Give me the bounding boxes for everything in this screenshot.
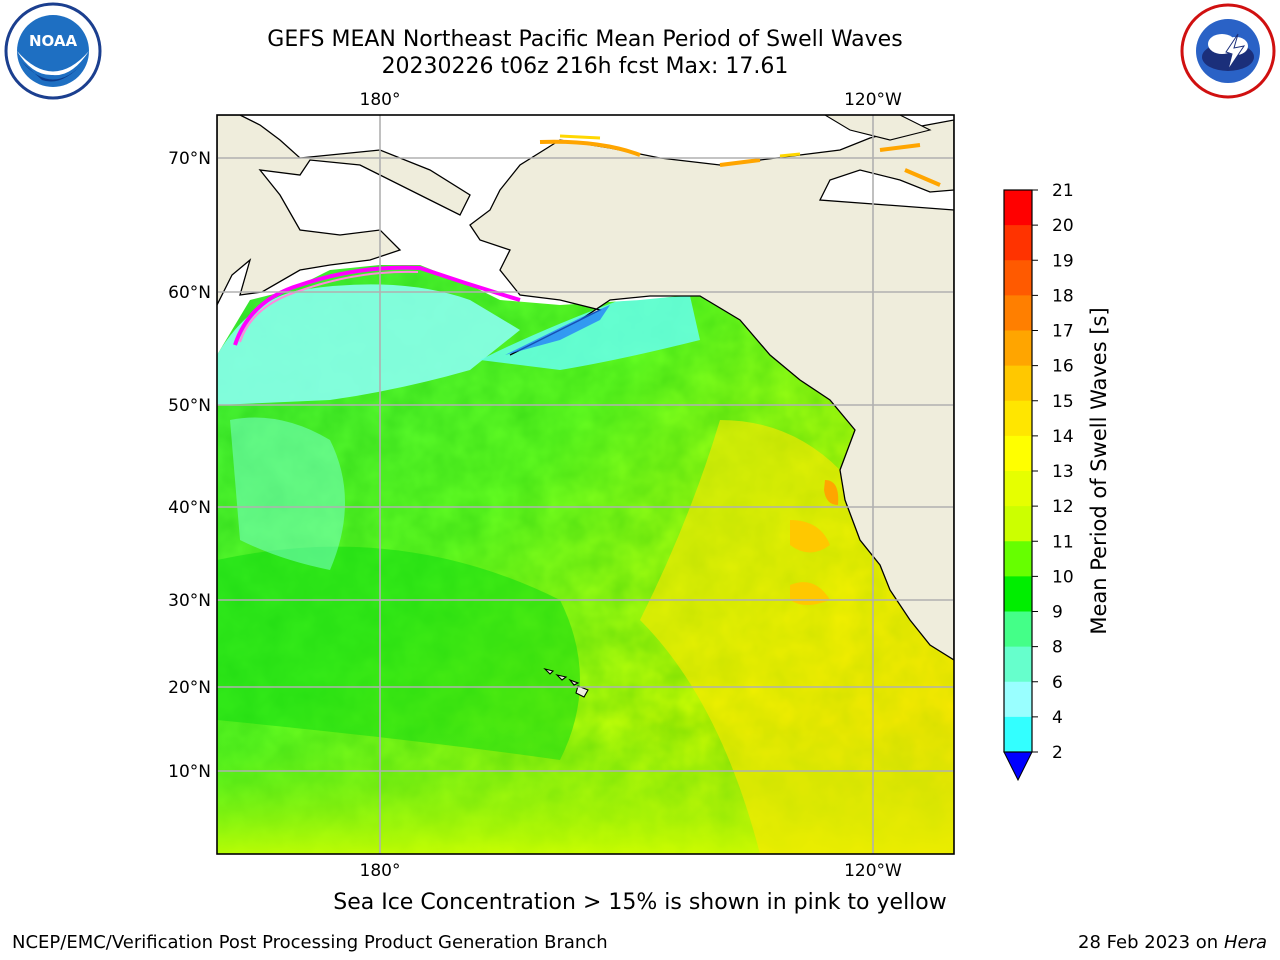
- colorbar-segment: [1004, 365, 1032, 402]
- colorbar-tick-label: 13: [1052, 462, 1074, 482]
- colorbar-segment: [1004, 400, 1032, 437]
- colorbar-tick-label: 15: [1052, 392, 1074, 412]
- noaa-logo: NOAA: [4, 2, 102, 100]
- land-hawaii: [543, 667, 589, 698]
- footer-machine: Hera: [1223, 932, 1267, 953]
- colorbar-tick-label: 8: [1052, 638, 1063, 658]
- lat-label-70n: 70°N: [168, 149, 211, 169]
- colorbar-tick-label: 11: [1052, 532, 1074, 552]
- lon-label-bottom-180: 180°: [360, 861, 401, 881]
- land-arctic-islands: [823, 115, 932, 141]
- colorbar: 21 20 19 18 17 16 15 14 13 12 11 10 9 8 6 4 2: [1003, 181, 1074, 782]
- colorbar-segment: [1004, 435, 1032, 472]
- lat-label-50n: 50°N: [168, 396, 211, 416]
- colorbar-tick-label: 19: [1052, 251, 1074, 271]
- noaa-logo-text: NOAA: [29, 32, 78, 50]
- orange-patch-3: [824, 480, 839, 505]
- sea-ice-edge-inner: [239, 270, 419, 343]
- nws-logo: [1180, 3, 1276, 99]
- map-frame: [216, 114, 955, 855]
- colorbar-tick-label: 2: [1052, 743, 1063, 763]
- footer-date: 28 Feb 2023 on Hera: [1078, 932, 1267, 953]
- cyan-north-field: [217, 284, 520, 405]
- lat-label-10n: 10°N: [168, 762, 211, 782]
- colorbar-extension: [1003, 751, 1033, 782]
- colorbar-segment: [1004, 471, 1032, 507]
- lat-label-20n: 20°N: [168, 678, 211, 698]
- colorbar-tick-label: 9: [1052, 603, 1063, 623]
- colorbar-segment: [1004, 716, 1032, 753]
- colorbar-tick-label: 14: [1052, 427, 1074, 447]
- lat-label-40n: 40°N: [168, 498, 211, 518]
- colorbar-tick-label: 6: [1052, 673, 1063, 693]
- orange-patch-1: [790, 520, 830, 553]
- colorbar-tick-label: 4: [1052, 708, 1063, 728]
- land-north-america: [469, 119, 954, 661]
- colorbar-tick-label: 10: [1052, 567, 1074, 587]
- colorbar-tick-label: 18: [1052, 286, 1074, 306]
- colorbar-segment: [1004, 330, 1032, 367]
- sea-ice-arctic: [539, 139, 941, 187]
- colorbar-segment: [1004, 506, 1032, 542]
- colorbar-segment: [1004, 611, 1032, 648]
- colorbar-tick-label: 16: [1052, 357, 1074, 377]
- sea-ice-edge: [233, 265, 521, 346]
- colorbar-tick-label: 12: [1052, 497, 1074, 517]
- graticule: [217, 115, 954, 854]
- colorbar-segment: [1004, 646, 1032, 683]
- map-panel: [217, 115, 954, 854]
- lon-label-top-120w: 120°W: [844, 90, 902, 110]
- colorbar-segment: [1004, 295, 1032, 331]
- cyan-gulf-field: [480, 296, 700, 370]
- colorbar-segment: [1004, 190, 1032, 226]
- colorbar-segment: [1004, 260, 1032, 296]
- lon-label-top-180: 180°: [360, 90, 401, 110]
- colorbar-tick-label: 17: [1052, 322, 1074, 342]
- lat-label-60n: 60°N: [168, 283, 211, 303]
- cook-inlet-low: [505, 305, 610, 355]
- light-patch: [230, 417, 345, 570]
- colorbar-tick-label: 21: [1052, 181, 1074, 201]
- footer-credit: NCEP/EMC/Verification Post Processing Pr…: [12, 932, 608, 953]
- colorbar-segment: [1004, 541, 1032, 577]
- footer-date-text: 28 Feb 2023 on: [1078, 932, 1219, 953]
- page-title: GEFS MEAN Northeast Pacific Mean Period …: [267, 27, 903, 52]
- lat-label-30n: 30°N: [168, 591, 211, 611]
- colorbar-segment: [1004, 225, 1032, 261]
- page-subtitle: 20230226 t06z 216h fcst Max: 17.61: [381, 54, 789, 79]
- colorbar-tick-label: 20: [1052, 216, 1074, 236]
- colorbar-segment: [1004, 681, 1032, 718]
- sea-ice-note: Sea Ice Concentration > 15% is shown in …: [333, 890, 947, 915]
- lon-label-bottom-120w: 120°W: [844, 861, 902, 881]
- colorbar-segment: [1004, 576, 1032, 612]
- sea-ice-arctic-yellow: [559, 134, 801, 158]
- colorbar-label: Mean Period of Swell Waves [s]: [1087, 307, 1111, 634]
